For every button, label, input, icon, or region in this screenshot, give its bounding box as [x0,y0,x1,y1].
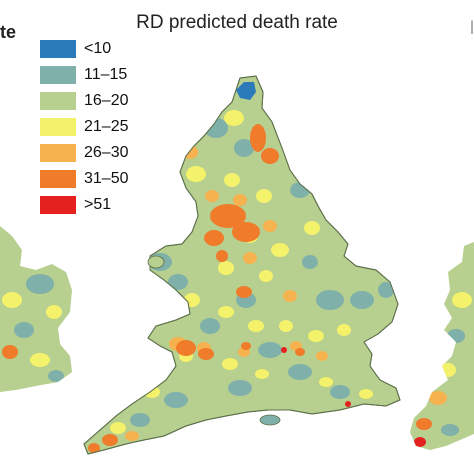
legend-swatch [40,170,76,188]
anglesey [147,255,165,269]
legend-swatch [40,196,76,214]
legend-swatch [40,118,76,136]
left-partial-map [0,226,72,392]
map-title: RD predicted death rate [136,12,338,33]
right-map-title-fragment: l [470,18,474,38]
left-map-title-fragment: te [0,22,17,42]
legend-label: 16–20 [84,92,129,109]
legend-swatch [40,144,76,162]
regions-over-51 [281,347,351,407]
map-base-fill [83,75,401,455]
legend-swatch [40,92,76,110]
legend-label: 26–30 [84,144,129,161]
regions-31-50 [88,124,391,453]
regions-under-10 [236,82,256,100]
legend-label: 21–25 [84,118,129,135]
legend-swatch [40,40,76,58]
isle-of-wight [259,414,281,426]
legend-label: 11–15 [84,66,128,83]
right-partial-map [410,242,474,450]
england-wales-map [83,75,401,455]
legend-swatch [40,66,76,84]
legend-label: 31–50 [84,170,129,187]
legend-label: >51 [84,196,112,213]
legend-label: <10 [84,40,112,57]
